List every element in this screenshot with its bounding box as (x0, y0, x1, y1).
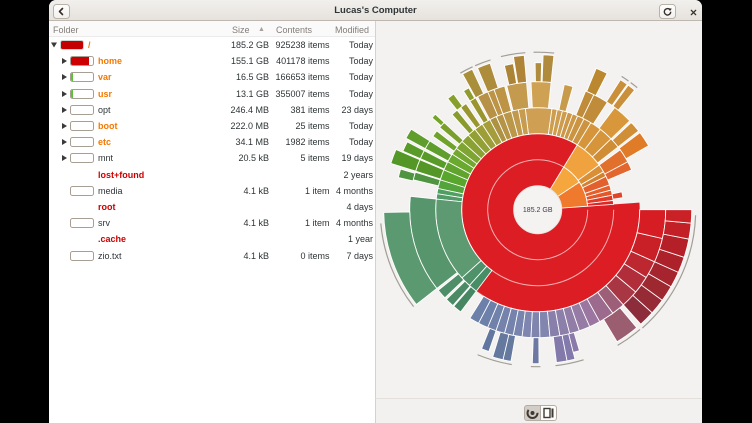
svg-text:185.2 GB: 185.2 GB (523, 207, 553, 214)
